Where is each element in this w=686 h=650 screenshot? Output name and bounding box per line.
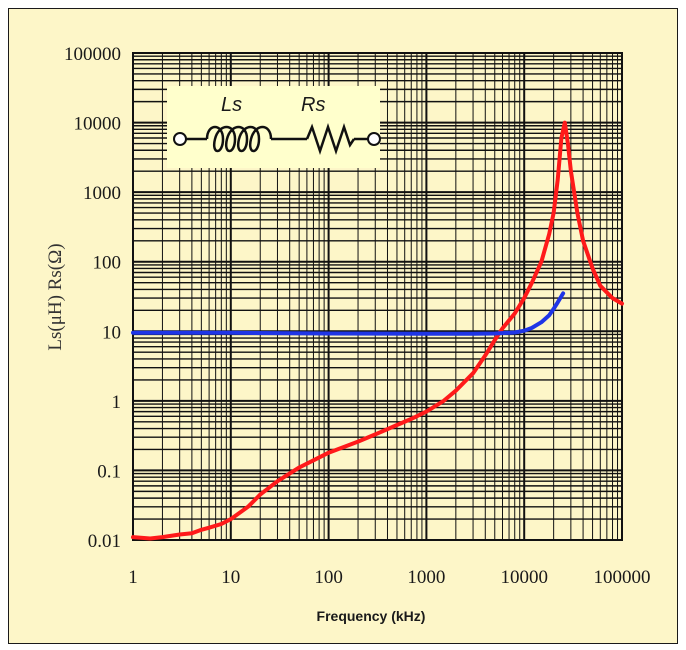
resistor-label: Rs: [301, 94, 325, 116]
terminal-left-icon: [173, 132, 187, 146]
inductor-coil-icon: [205, 125, 273, 153]
equivalent-circuit-inset: Ls Rs: [167, 86, 381, 168]
y-tick-label: 1000: [83, 183, 121, 204]
y-axis-label: Ls(μH) Rs(Ω): [45, 243, 66, 350]
inductor-label: Ls: [221, 94, 242, 116]
x-tick-label: 1000: [407, 567, 445, 588]
resistor-zigzag-icon: [305, 123, 356, 155]
inset-box: [167, 86, 380, 168]
chart-frame: 100000 10000 1000 100 10 1 0.1 0.01 1 10 100 1000 1…: [8, 8, 678, 644]
x-tick-labels: 1 10 100 1000 10000 100000: [128, 567, 650, 588]
y-tick-label: 100000: [64, 44, 121, 65]
y-tick-label: 1: [112, 392, 122, 413]
series-line-blue: [131, 291, 566, 336]
x-tick-label: 100: [314, 567, 343, 588]
data-series: [131, 120, 624, 541]
y-tick-label: 0.1: [97, 461, 121, 482]
x-tick-label: 10000: [500, 567, 548, 588]
y-tick-label: 10: [102, 322, 121, 343]
plot-border: [132, 52, 623, 541]
y-tick-label: 10000: [74, 114, 122, 135]
x-tick-label: 10: [221, 567, 240, 588]
series-line-red: [131, 120, 624, 541]
x-tick-label: 100000: [594, 567, 651, 588]
terminal-right-icon: [367, 132, 381, 146]
x-tick-label: 1: [128, 567, 138, 588]
y-tick-labels: 100000 10000 1000 100 10 1 0.1 0.01: [64, 44, 121, 552]
x-axis-label: Frequency (kHz): [317, 608, 426, 624]
y-tick-label: 0.01: [88, 531, 121, 552]
y-tick-label: 100: [93, 253, 122, 274]
